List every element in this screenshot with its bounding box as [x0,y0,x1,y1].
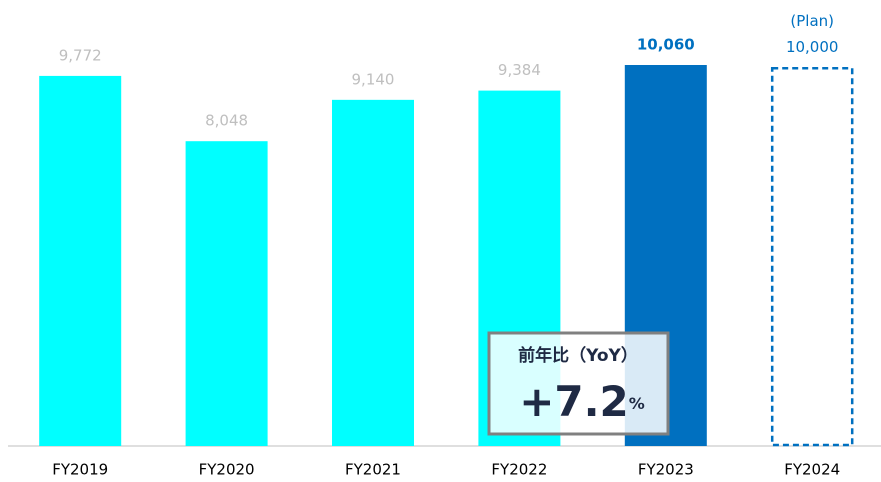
yoy-box [487,331,670,436]
x-tick-label: FY2022 [491,461,547,479]
x-tick-label: FY2019 [52,461,108,479]
bar [39,75,122,447]
value-label: 9,384 [498,61,541,79]
x-tick-label: FY2021 [345,461,401,479]
x-tick-label: FY2024 [784,461,840,479]
yoy-number: +7.2 [519,377,629,426]
x-tick-label: FY2023 [638,461,694,479]
value-label: 8,048 [205,112,248,130]
plan-bar [770,67,854,447]
bar [185,141,268,446]
bar [332,99,414,446]
value-label: 9,772 [59,46,102,64]
value-label: 10,060 [637,36,695,54]
value-label: 9,140 [352,70,395,88]
yoy-title: 前年比（YoY） [518,345,638,366]
plan-label: (Plan) [790,12,834,30]
yoy-unit: % [629,394,645,413]
value-label: 10,000 [786,38,839,56]
yoy-value: +7.2% [519,377,645,426]
x-tick-label: FY2020 [199,461,255,479]
